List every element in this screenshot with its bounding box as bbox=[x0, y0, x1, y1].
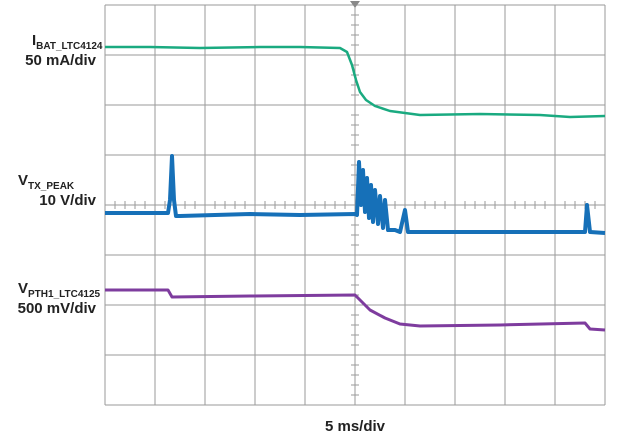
channel-scale: 10 V/div bbox=[39, 192, 96, 209]
channel-symbol: V bbox=[18, 172, 28, 189]
timebase-label: 5 ms/div bbox=[325, 418, 386, 435]
channel-subscript: BAT_LTC4124 bbox=[36, 41, 103, 52]
trace-vpth bbox=[105, 288, 606, 332]
channel-name: VTX_PEAK bbox=[18, 172, 75, 192]
channel-name: VPTH1_LTC4125 bbox=[18, 280, 101, 300]
channel-subscript: PTH1_LTC4125 bbox=[28, 289, 101, 300]
channel-scale: 50 mA/div bbox=[25, 52, 97, 69]
channel-symbol: I bbox=[32, 32, 36, 49]
channel-symbol: V bbox=[18, 280, 28, 297]
channel-scale: 500 mV/div bbox=[18, 300, 97, 317]
trigger-marker bbox=[350, 1, 360, 8]
graticule bbox=[104, 4, 606, 406]
channel-subscript: TX_PEAK bbox=[28, 181, 75, 192]
channel-name: IBAT_LTC4124 bbox=[32, 32, 103, 52]
trace-ibat bbox=[105, 45, 606, 119]
trace-vtx bbox=[105, 154, 606, 235]
